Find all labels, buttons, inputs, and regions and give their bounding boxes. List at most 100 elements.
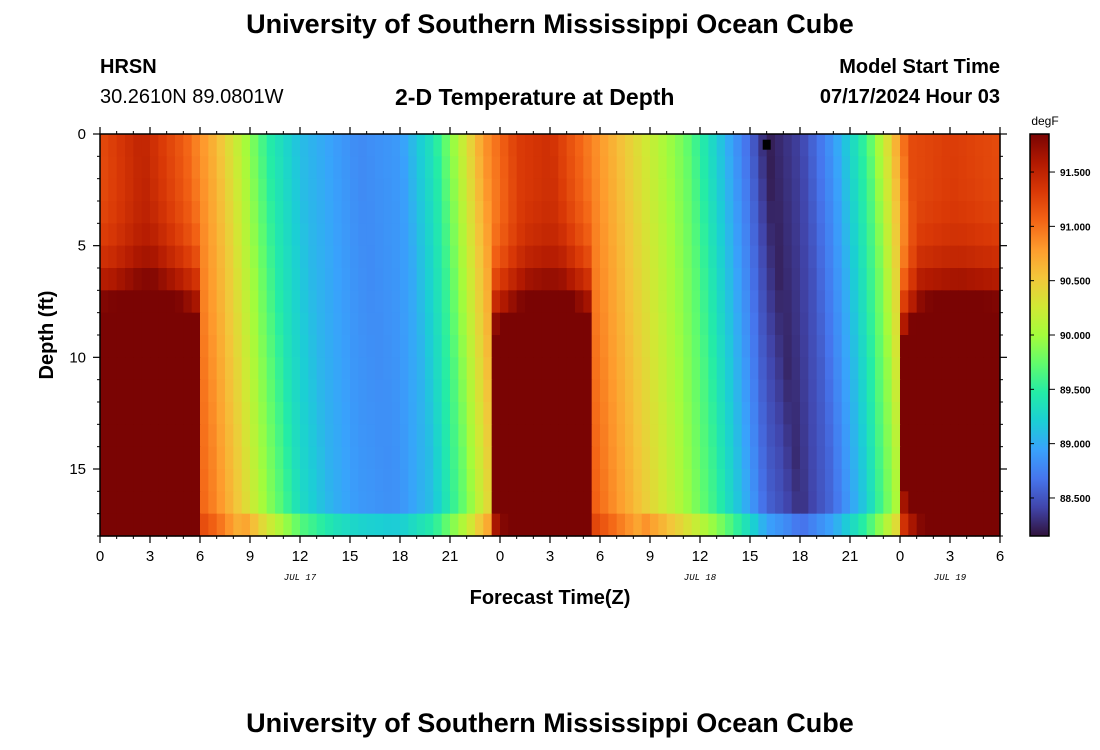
heatmap-cell — [558, 268, 568, 291]
heatmap-cell — [866, 290, 876, 314]
heatmap-cell — [541, 178, 551, 202]
heatmap-cell — [608, 335, 618, 358]
heatmap-cell — [991, 469, 1001, 492]
heatmap-cell — [558, 335, 568, 358]
heatmap-cell — [175, 156, 184, 180]
heatmap-cell — [916, 491, 926, 515]
heatmap-cell — [425, 223, 434, 247]
heatmap-cell — [866, 379, 876, 403]
heatmap-cell — [908, 223, 918, 247]
heatmap-cell — [250, 491, 259, 515]
heatmap-cell — [191, 446, 201, 470]
heatmap-cell — [733, 178, 743, 202]
heatmap-cell — [925, 268, 934, 291]
heatmap-cell — [600, 312, 609, 336]
heatmap-cell — [258, 379, 268, 403]
heatmap-cell — [491, 424, 501, 448]
heatmap-cell — [583, 446, 593, 470]
heatmap-cell — [733, 245, 743, 269]
heatmap-cell — [833, 469, 843, 492]
heatmap-cell — [983, 134, 993, 157]
heatmap-cell — [433, 469, 443, 492]
heatmap-cell — [350, 513, 359, 537]
heatmap-cell — [883, 201, 893, 224]
heatmap-cell — [891, 223, 901, 247]
heatmap-cell — [933, 312, 943, 336]
heatmap-cell — [700, 357, 709, 381]
heatmap-cell — [791, 469, 801, 492]
heatmap-cell — [491, 335, 501, 358]
heatmap-cell — [175, 513, 184, 537]
heatmap-cell — [158, 290, 168, 314]
heatmap-cell — [116, 245, 126, 269]
x-tick-label: 0 — [96, 548, 104, 565]
heatmap-cell — [383, 446, 393, 470]
heatmap-cell — [266, 178, 276, 202]
heatmap-cell — [308, 312, 318, 336]
heatmap-cell — [391, 424, 401, 448]
heatmap-cell — [408, 402, 418, 425]
heatmap-cell — [983, 402, 993, 425]
heatmap-cell — [666, 335, 676, 358]
heatmap-cell — [316, 357, 326, 381]
heatmap-cell — [833, 424, 843, 448]
heatmap-cell — [500, 446, 509, 470]
heatmap-cell — [375, 134, 384, 157]
heatmap-cell — [291, 491, 301, 515]
heatmap-cell — [416, 491, 426, 515]
heatmap-cell — [975, 357, 984, 381]
heatmap-cell — [358, 469, 368, 492]
heatmap-cell — [575, 312, 584, 336]
heatmap-cell — [250, 201, 259, 224]
heatmap-cell — [583, 223, 593, 247]
heatmap-cell — [258, 156, 268, 180]
heatmap-cell — [825, 402, 834, 425]
heatmap-cell — [925, 178, 934, 202]
heatmap-cell — [308, 178, 318, 202]
heatmap-cell — [716, 290, 726, 314]
heatmap-cell — [558, 312, 568, 336]
heatmap-cell — [841, 245, 851, 269]
heatmap-cell — [191, 469, 201, 492]
heatmap-cell — [558, 402, 568, 425]
heatmap-cell — [450, 268, 459, 291]
heatmap-cell — [808, 223, 818, 247]
heatmap-cell — [575, 335, 584, 358]
heatmap-cell — [116, 290, 126, 314]
heatmap-cell — [441, 178, 451, 202]
heatmap-cell — [233, 379, 243, 403]
heatmap-cell — [700, 268, 709, 291]
heatmap-cell — [841, 156, 851, 180]
heatmap-cell — [225, 178, 234, 202]
heatmap-cell — [800, 201, 809, 224]
heatmap-cell — [733, 201, 743, 224]
heatmap-cell — [750, 223, 759, 247]
heatmap-cell — [700, 402, 709, 425]
heatmap-cell — [500, 491, 509, 515]
heatmap-cell — [225, 424, 234, 448]
heatmap-cell — [725, 513, 734, 537]
heatmap-cell — [458, 446, 468, 470]
heatmap-cell — [716, 357, 726, 381]
heatmap-cell — [916, 335, 926, 358]
heatmap-cell — [950, 469, 959, 492]
heatmap-cell — [591, 290, 601, 314]
heatmap-cell — [450, 223, 459, 247]
heatmap-cell — [225, 201, 234, 224]
heatmap-cell — [558, 446, 568, 470]
heatmap-cell — [541, 201, 551, 224]
heatmap-cell — [458, 335, 468, 358]
x-tick-label: 6 — [196, 548, 204, 565]
heatmap-cell — [575, 201, 584, 224]
heatmap-cell — [266, 469, 276, 492]
heatmap-cell — [883, 446, 893, 470]
heatmap-cell — [516, 357, 526, 381]
heatmap-cell — [675, 312, 684, 336]
heatmap-cell — [400, 268, 409, 291]
heatmap-cell — [525, 335, 534, 358]
heatmap-cell — [758, 469, 768, 492]
heatmap-cell — [275, 402, 284, 425]
heatmap-cell — [391, 223, 401, 247]
heatmap-cell — [650, 402, 659, 425]
heatmap-cell — [433, 357, 443, 381]
